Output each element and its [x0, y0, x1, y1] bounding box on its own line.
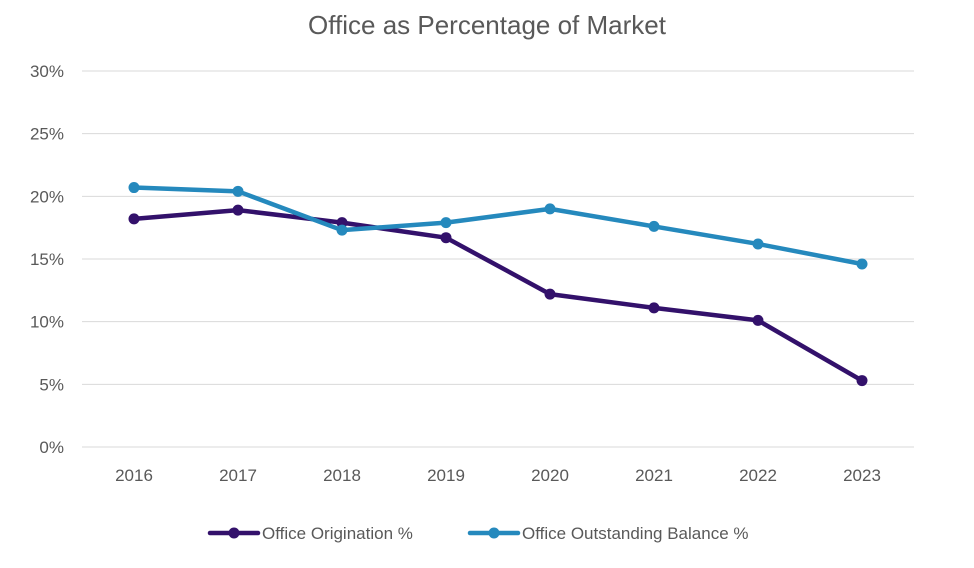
y-tick-label: 20%: [30, 187, 64, 206]
data-point: [856, 258, 868, 270]
y-axis-ticks: 0% 5% 10% 15% 20% 25% 30%: [30, 62, 64, 457]
x-tick-label: 2017: [219, 466, 257, 485]
legend-swatch-marker: [228, 527, 240, 539]
legend-item: Office Origination %: [207, 524, 413, 543]
x-tick-label: 2020: [531, 466, 569, 485]
series-layer: [128, 182, 868, 387]
data-point: [128, 213, 140, 225]
data-point: [752, 238, 764, 250]
series-2: [128, 182, 868, 270]
x-tick-label: 2018: [323, 466, 361, 485]
legend-label: Office Origination %: [262, 524, 413, 543]
gridlines: [82, 70, 914, 448]
data-point: [752, 314, 764, 326]
x-tick-label: 2023: [843, 466, 881, 485]
series-line: [131, 207, 865, 383]
x-axis-ticks: 2016 2017 2018 2019 2020 2021 2022 2023: [115, 466, 881, 485]
series-1: [128, 204, 868, 387]
data-point: [648, 220, 660, 232]
y-tick-label: 0%: [39, 438, 64, 457]
data-point: [336, 224, 348, 236]
legend-item: Office Outstanding Balance %: [467, 524, 749, 543]
x-tick-label: 2016: [115, 466, 153, 485]
legend-swatch-marker: [488, 527, 500, 539]
data-point: [128, 182, 140, 194]
y-tick-label: 30%: [30, 62, 64, 81]
data-point: [232, 204, 244, 216]
data-point: [232, 185, 244, 197]
data-point: [336, 217, 348, 229]
legend-label: Office Outstanding Balance %: [522, 524, 749, 543]
x-tick-label: 2022: [739, 466, 777, 485]
data-point: [544, 203, 556, 215]
series-line: [131, 185, 865, 267]
data-point: [856, 375, 868, 387]
y-tick-label: 15%: [30, 250, 64, 269]
chart-title: Office as Percentage of Market: [308, 10, 667, 40]
legend: Office Origination % Office Outstanding B…: [207, 524, 749, 543]
y-tick-label: 25%: [30, 125, 64, 144]
data-point: [544, 288, 556, 300]
data-point: [648, 302, 660, 314]
x-tick-label: 2019: [427, 466, 465, 485]
data-point: [440, 232, 452, 244]
data-point: [440, 217, 452, 229]
y-tick-label: 10%: [30, 313, 64, 332]
y-tick-label: 5%: [39, 375, 64, 394]
x-tick-label: 2021: [635, 466, 673, 485]
